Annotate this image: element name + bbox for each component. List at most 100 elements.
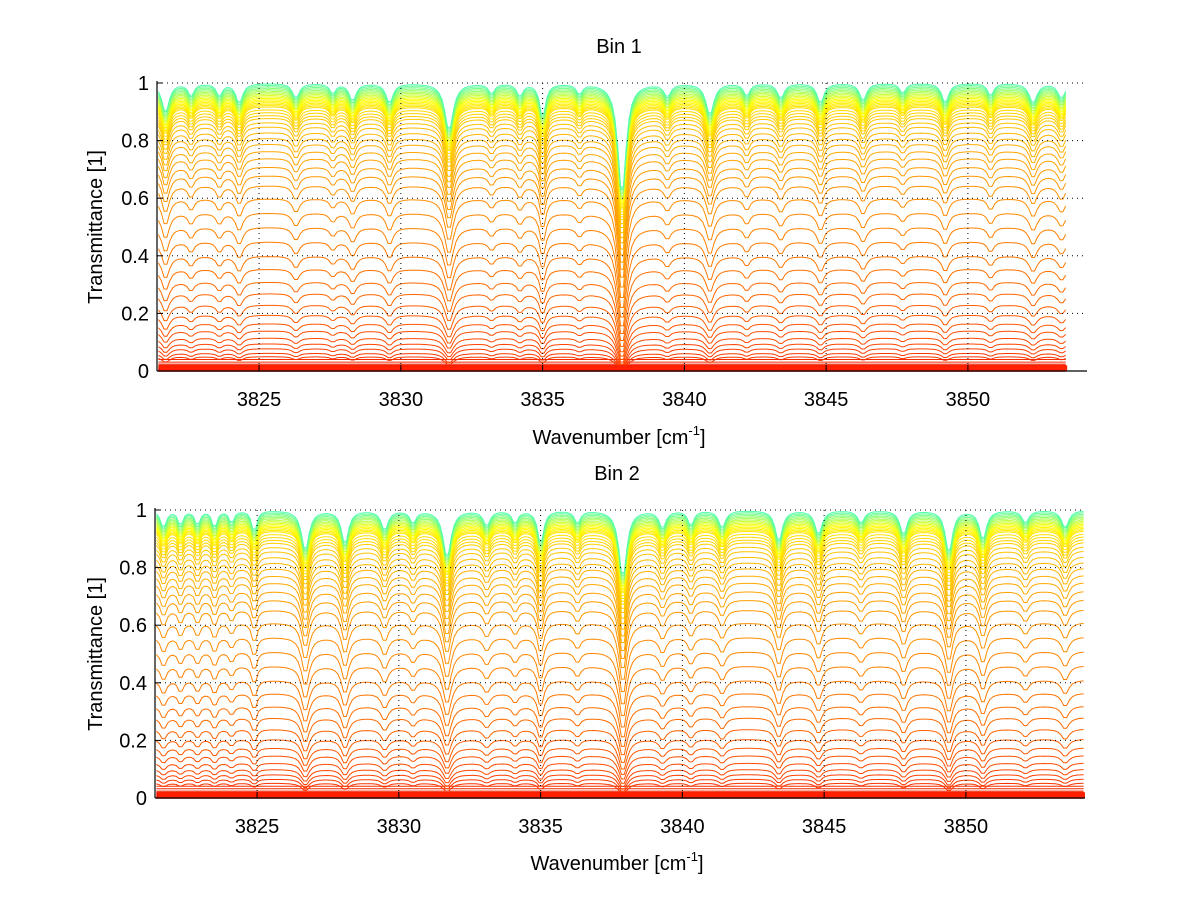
series-line (157, 115, 1067, 218)
x-tick-label: 3830 (379, 389, 424, 411)
x-axis-label-sup: -1 (688, 423, 700, 438)
series-line (156, 706, 1084, 747)
series-line (156, 739, 1084, 770)
y-tick-label: 0.6 (121, 188, 149, 210)
x-tick-label: 3835 (520, 389, 565, 411)
y-tick-label: 0.8 (121, 131, 149, 153)
plot-title: Bin 1 (596, 36, 642, 58)
series-line (157, 167, 1067, 263)
x-tick-label: 3840 (660, 816, 705, 838)
x-tick-label: 3845 (804, 389, 849, 411)
y-tick-label: 0.8 (119, 558, 147, 580)
series-band-zero (160, 365, 1068, 371)
y-tick-label: 0.2 (121, 303, 149, 325)
series-line (158, 330, 1067, 363)
series-line (157, 126, 1067, 228)
series-line (157, 227, 1067, 308)
x-tick-label: 3840 (662, 389, 707, 411)
series-line (156, 778, 1084, 792)
series-line (157, 256, 1067, 327)
series-line (156, 729, 1084, 763)
series-line (157, 269, 1067, 334)
x-axis-label-end: ] (700, 427, 706, 449)
y-tick-label: 0.2 (119, 730, 147, 752)
series-line (156, 762, 1084, 784)
series-line (156, 651, 1084, 705)
series-line (157, 122, 1067, 225)
series-line (158, 337, 1067, 365)
y-axis-label: Transmittance [1] (85, 150, 107, 304)
series-line (157, 144, 1067, 244)
x-axis-label-main: Wavenumber [cm (532, 427, 688, 449)
x-axis-label: Wavenumber [cm-1] (530, 849, 703, 875)
series-line (157, 175, 1067, 270)
x-tick-label: 3850 (946, 389, 991, 411)
series-line (157, 138, 1067, 239)
series-line (156, 666, 1084, 717)
x-tick-label: 3825 (237, 389, 282, 411)
y-tick-label: 0.4 (119, 673, 147, 695)
x-axis-label-end: ] (698, 853, 704, 875)
series-group (156, 510, 1085, 799)
series-line (156, 582, 1084, 644)
series-line (156, 747, 1084, 775)
series-line (156, 575, 1084, 637)
x-axis-label-sup: -1 (686, 849, 698, 864)
series-line (156, 769, 1084, 787)
series-line (157, 158, 1067, 256)
series-line (156, 782, 1084, 794)
series-line (156, 680, 1084, 728)
series-group (157, 83, 1068, 372)
series-band-zero (158, 792, 1085, 798)
series-line (156, 693, 1084, 738)
axes-lines (156, 81, 1087, 372)
subplot-bin-2: 3825 3830 3835 3840 3845 3850 0 0.2 0.4 0.6 0.8 1 B… (85, 463, 1085, 875)
series-line (157, 198, 1067, 288)
series-line (158, 356, 1066, 370)
x-tick-label: 3835 (518, 816, 563, 838)
series-line (156, 774, 1084, 790)
series-line (156, 556, 1084, 619)
series-line (156, 591, 1084, 652)
x-tick-label: 3850 (944, 816, 989, 838)
grid-lines (155, 509, 1085, 798)
series-line (156, 622, 1084, 680)
series-line (157, 212, 1067, 298)
grid-lines (157, 82, 1087, 371)
series-line (158, 343, 1066, 367)
series-line (156, 637, 1084, 692)
series-line (157, 118, 1067, 221)
series-line (156, 510, 1084, 573)
series-line (158, 348, 1066, 368)
y-tick-label: 0.6 (119, 615, 147, 637)
series-line (158, 323, 1067, 360)
series-line (158, 314, 1067, 357)
series-line (157, 241, 1067, 318)
series-line (156, 568, 1084, 630)
axes-lines (154, 508, 1085, 799)
y-tick-label: 1 (136, 500, 147, 522)
series-line (157, 304, 1067, 353)
series-line (156, 599, 1084, 659)
series-line (157, 185, 1067, 278)
y-tick-label: 1 (138, 73, 149, 95)
series-line (157, 112, 1067, 215)
series-line (158, 352, 1066, 369)
series-line (156, 562, 1084, 625)
y-tick-label: 0 (136, 788, 147, 810)
series-line (157, 109, 1067, 213)
tick-labels: 3825 3830 3835 3840 3845 3850 0 0.2 0.4 0.6 0.8 1 (119, 500, 988, 838)
y-tick-label: 0 (138, 361, 149, 383)
x-tick-label: 3845 (802, 816, 847, 838)
series-line (157, 282, 1067, 341)
series-line (157, 151, 1067, 250)
y-axis-label: Transmittance [1] (85, 577, 107, 731)
tick-labels: 3825 3830 3835 3840 3845 3850 0 0.2 0.4 0.6 0.8 1 (121, 73, 990, 411)
series-line (157, 83, 1067, 188)
x-axis-label-main: Wavenumber [cm (530, 853, 686, 875)
series-line (157, 132, 1067, 234)
x-tick-label: 3825 (235, 816, 280, 838)
y-tick-label: 0.4 (121, 246, 149, 268)
subplot-bin-1: 3825 3830 3835 3840 3845 3850 0 0.2 0.4 0.6 0.8 1 B… (85, 36, 1087, 449)
